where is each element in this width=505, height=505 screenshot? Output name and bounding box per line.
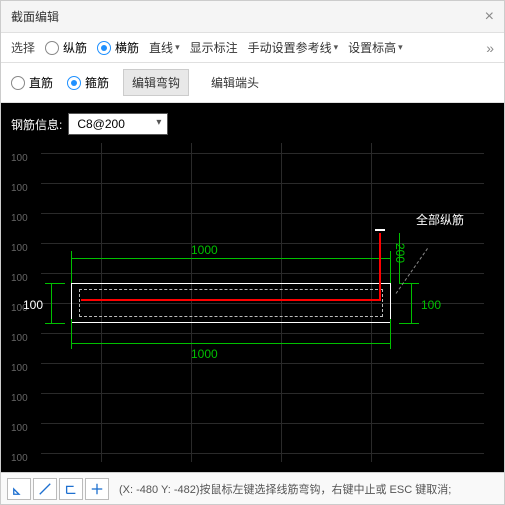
gridline: [41, 153, 484, 154]
radio-hengjin-label: 横筋: [115, 39, 139, 56]
radio-zhijin[interactable]: 直筋: [11, 74, 53, 91]
toolbar-more-icon[interactable]: »: [486, 40, 494, 56]
caret-down-icon: ▾: [398, 42, 403, 53]
close-icon[interactable]: ×: [485, 8, 494, 26]
main-window: 截面编辑 × 选择 纵筋 横筋 直线▾ 显示标注 手动设置参考线▾ 设置标高▾ …: [0, 0, 505, 505]
y-tick: 100: [11, 363, 28, 374]
radio-gujin-label: 箍筋: [85, 74, 109, 91]
gridline: [41, 243, 484, 244]
gridline: [41, 273, 484, 274]
dim-left-height: 100: [23, 298, 43, 312]
gridline: [41, 393, 484, 394]
y-tick: 100: [11, 393, 28, 404]
show-annotation-button[interactable]: 显示标注: [190, 39, 238, 56]
sub-toolbar: 直筋 箍筋 编辑弯钩 编辑端头: [1, 63, 504, 103]
manual-refline-button[interactable]: 手动设置参考线▾: [248, 39, 339, 56]
rebar-horizontal: [81, 299, 381, 301]
radio-dot-icon: [67, 76, 81, 90]
dim-ext: [390, 319, 391, 349]
titlebar: 截面编辑 ×: [1, 1, 504, 33]
drawing-canvas[interactable]: 钢筋信息: C8@200 100 100 100 100 100 100 100…: [1, 103, 504, 472]
y-tick: 100: [11, 153, 28, 164]
radio-zongjin[interactable]: 纵筋: [45, 39, 87, 56]
snap-perp-button[interactable]: [59, 478, 83, 500]
gridline: [41, 453, 484, 454]
statusbar: (X: -480 Y: -482)按鼠标左键选择线筋弯钩，右键中止或 ESC 键…: [1, 472, 504, 504]
dim-ext: [45, 283, 65, 284]
gridline: [41, 363, 484, 364]
y-tick: 100: [11, 453, 28, 464]
set-elevation-button[interactable]: 设置标高▾: [348, 39, 403, 56]
dim-ext: [399, 323, 419, 324]
dim-right-height: 100: [421, 298, 441, 312]
rebar-vertical: [379, 233, 381, 301]
radio-gujin[interactable]: 箍筋: [67, 74, 109, 91]
y-tick: 100: [11, 333, 28, 344]
dim-line-top: [71, 258, 391, 259]
y-tick: 100: [11, 183, 28, 194]
status-text: (X: -480 Y: -482)按鼠标左键选择线筋弯钩，右键中止或 ESC 键…: [119, 481, 451, 497]
straight-line-button[interactable]: 直线▾: [149, 39, 180, 56]
radio-hengjin[interactable]: 横筋: [97, 39, 139, 56]
gridline: [41, 333, 484, 334]
y-tick: 100: [11, 243, 28, 254]
dim-200: 200: [393, 243, 407, 263]
snap-endpoint-button[interactable]: [7, 478, 31, 500]
caret-down-icon: ▾: [334, 42, 339, 53]
dim-line-bottom: [71, 343, 391, 344]
snap-cross-button[interactable]: [85, 478, 109, 500]
edit-hook-button[interactable]: 编辑弯钩: [123, 69, 189, 96]
radio-dot-icon: [97, 41, 111, 55]
cover-dash: [79, 289, 383, 317]
select-label: 选择: [11, 39, 35, 56]
y-tick: 100: [11, 423, 28, 434]
dim-ext: [71, 319, 72, 349]
dim-bottom-width: 1000: [191, 347, 218, 361]
caret-down-icon: ▾: [175, 42, 180, 53]
edit-end-button[interactable]: 编辑端头: [203, 70, 267, 95]
rebar-info-row: 钢筋信息: C8@200: [11, 113, 168, 135]
annotation-all-zongjin: 全部纵筋: [416, 211, 464, 228]
rebar-info-select[interactable]: C8@200: [68, 113, 168, 135]
radio-zhijin-label: 直筋: [29, 74, 53, 91]
y-tick: 100: [11, 273, 28, 284]
gridline: [41, 423, 484, 424]
dim-ext: [45, 323, 65, 324]
rebar-info-label: 钢筋信息:: [11, 116, 62, 133]
dim-top-width: 1000: [191, 243, 218, 257]
radio-dot-icon: [45, 41, 59, 55]
y-tick: 100: [11, 213, 28, 224]
rebar-end-mark: [375, 229, 385, 231]
snap-line-button[interactable]: [33, 478, 57, 500]
main-toolbar: 选择 纵筋 横筋 直线▾ 显示标注 手动设置参考线▾ 设置标高▾ »: [1, 33, 504, 63]
window-title: 截面编辑: [11, 8, 59, 25]
dim-line-left: [51, 283, 52, 323]
radio-dot-icon: [11, 76, 25, 90]
radio-zongjin-label: 纵筋: [63, 39, 87, 56]
gridline: [41, 183, 484, 184]
dim-line-right: [411, 283, 412, 323]
